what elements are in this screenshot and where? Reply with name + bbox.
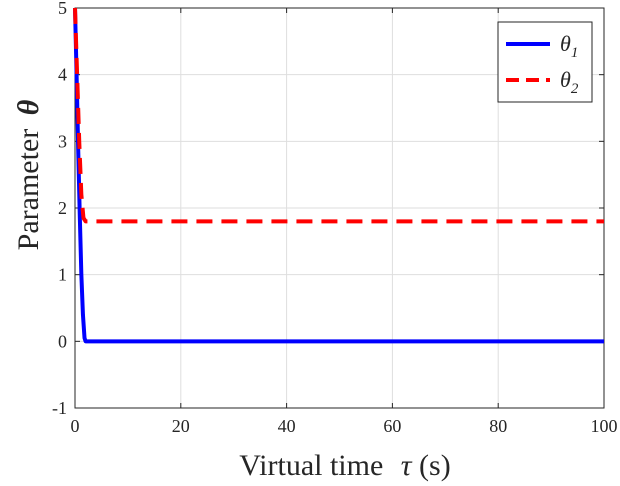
y-tick-label: 4 bbox=[58, 65, 67, 85]
x-tick-label: 60 bbox=[383, 416, 401, 436]
x-axis-label: Virtual time bbox=[239, 449, 383, 482]
x-tick-label: 0 bbox=[71, 416, 80, 436]
y-tick-label: -1 bbox=[52, 398, 67, 418]
x-tick-label: 100 bbox=[591, 416, 618, 436]
y-axis-symbol: θ bbox=[12, 99, 45, 115]
y-tick-label: 3 bbox=[58, 131, 67, 151]
x-tick-label: 80 bbox=[489, 416, 507, 436]
legend-label-2: θ2 bbox=[560, 67, 579, 97]
series-lines bbox=[73, 7, 604, 344]
x-tick-label: 20 bbox=[172, 416, 190, 436]
y-axis-title: Parameter θ bbox=[12, 99, 45, 250]
y-tick-label: 1 bbox=[58, 265, 67, 285]
x-tick-label: 40 bbox=[278, 416, 296, 436]
x-axis-unit: (s) bbox=[419, 449, 451, 482]
series-line-1 bbox=[73, 7, 604, 344]
legend-label-1: θ1 bbox=[560, 31, 578, 61]
x-axis-symbol: τ bbox=[401, 449, 413, 482]
y-tick-label: 5 bbox=[58, 0, 67, 18]
y-tick-label: 2 bbox=[58, 198, 67, 218]
y-axis-label: Parameter bbox=[12, 129, 45, 251]
series-line-2 bbox=[73, 7, 604, 224]
legend-box bbox=[497, 21, 593, 103]
y-tick-label: 0 bbox=[58, 331, 67, 351]
x-axis-title: Virtual time τ (s) bbox=[239, 449, 450, 482]
